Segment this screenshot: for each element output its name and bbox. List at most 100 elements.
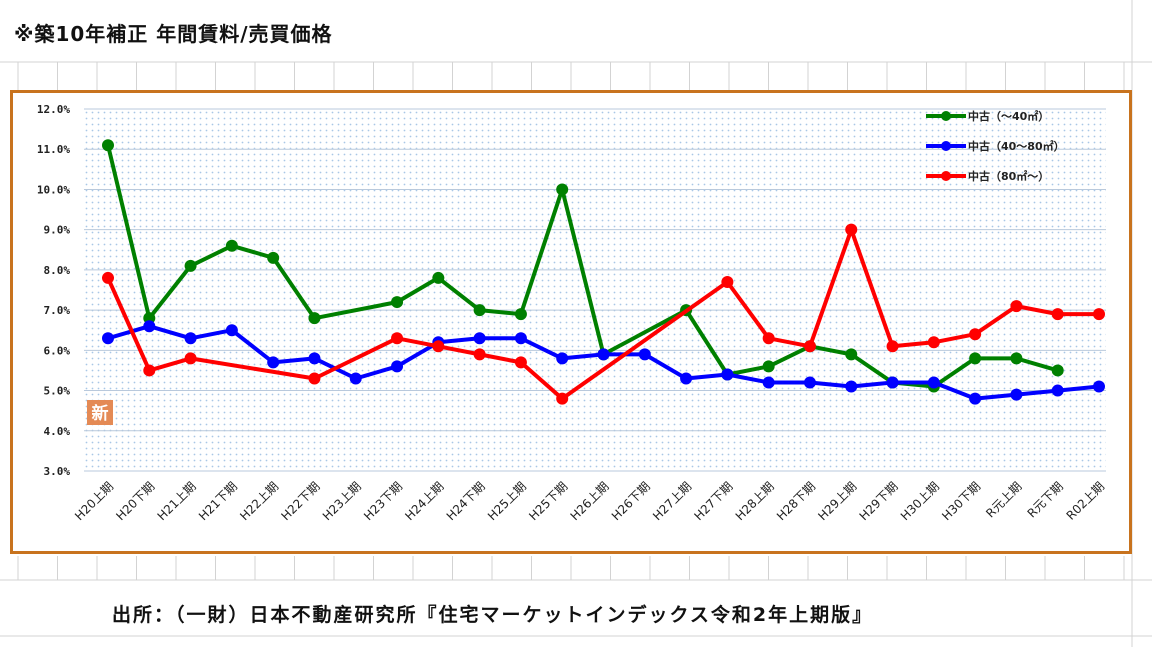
y-axis-ticks: 3.0% 4.0% 5.0% 6.0% 7.0% 8.0% 9.0% 10.0% 11.0% 12…	[37, 103, 70, 478]
data-point	[927, 336, 940, 349]
series-layer	[102, 139, 1105, 405]
x-tick-label: H21下期	[196, 479, 240, 523]
data-point	[473, 332, 486, 345]
x-tick-label: H28下期	[774, 479, 818, 523]
line-chart: 3.0% 4.0% 5.0% 6.0% 7.0% 8.0% 9.0% 10.0% 11.0% 12…	[37, 103, 1107, 523]
data-point	[1093, 380, 1105, 393]
x-tick-label: H28上期	[733, 479, 777, 523]
page-title: ※築10年補正 年間賃料/売買価格	[14, 22, 333, 46]
legend-label: 中古（40～80㎡）	[968, 139, 1065, 153]
data-point	[514, 308, 527, 321]
data-point	[1051, 384, 1064, 397]
data-point	[886, 376, 899, 389]
x-tick-label: H29上期	[815, 479, 859, 523]
data-point	[349, 372, 362, 385]
x-tick-label: H23上期	[320, 479, 364, 523]
x-axis-ticks: H20上期H20下期H21上期H21下期H22上期H22下期H23上期H23下期…	[72, 479, 1107, 523]
data-point	[267, 251, 280, 264]
chart-frame: 3.0% 4.0% 5.0% 6.0% 7.0% 8.0% 9.0% 10.0% 11.0% 12…	[10, 90, 1132, 554]
data-point	[308, 312, 321, 325]
data-point	[1010, 352, 1023, 365]
x-tick-label: R元下期	[1025, 479, 1066, 520]
data-point	[1010, 388, 1023, 401]
x-tick-label: H25下期	[526, 479, 570, 523]
data-point	[1010, 300, 1023, 313]
data-point	[102, 271, 114, 284]
legend-marker	[941, 171, 951, 181]
data-point	[225, 324, 238, 337]
data-point	[391, 296, 404, 309]
y-tick-label: 6.0%	[44, 344, 71, 357]
y-tick-label: 12.0%	[37, 103, 70, 116]
source-note: 出所：（一財）日本不動産研究所『住宅マーケットインデックス令和2年上期版』	[112, 604, 874, 626]
data-point	[184, 332, 197, 345]
x-tick-label: H20上期	[72, 479, 116, 523]
data-point	[969, 328, 982, 341]
data-point	[556, 352, 569, 365]
data-point	[391, 360, 404, 373]
data-point	[184, 259, 197, 272]
x-tick-label: H24上期	[402, 479, 446, 523]
x-tick-label: H30下期	[939, 479, 983, 523]
data-point	[762, 332, 775, 345]
data-point	[845, 348, 858, 361]
legend-label: 中古（～40㎡）	[968, 109, 1049, 123]
data-point	[102, 139, 114, 152]
data-point	[845, 380, 858, 393]
x-tick-label: H24下期	[444, 479, 488, 523]
data-point	[143, 364, 156, 377]
data-point	[803, 340, 816, 353]
data-point	[597, 348, 610, 361]
x-tick-label: H27下期	[691, 479, 735, 523]
new-badge-text: 新	[92, 403, 109, 424]
x-tick-label: H27上期	[650, 479, 694, 523]
x-tick-label: H22下期	[279, 479, 323, 523]
data-point	[184, 352, 197, 365]
data-point	[391, 332, 404, 345]
y-tick-label: 7.0%	[44, 304, 71, 317]
x-tick-label: H26上期	[568, 479, 612, 523]
x-tick-label: H26下期	[609, 479, 653, 523]
data-point	[886, 340, 899, 353]
legend-marker	[941, 141, 951, 151]
data-point	[803, 376, 816, 389]
data-point	[1051, 364, 1064, 377]
data-point	[1051, 308, 1064, 321]
data-point	[556, 392, 569, 405]
data-point	[225, 239, 238, 252]
data-point	[721, 368, 734, 381]
x-tick-label: H22上期	[237, 479, 281, 523]
x-tick-label: H21上期	[155, 479, 199, 523]
legend-label: 中古（80㎡～）	[968, 169, 1049, 183]
data-point	[721, 275, 734, 288]
data-point	[556, 183, 569, 196]
x-tick-label: H20下期	[113, 479, 157, 523]
data-point	[473, 348, 486, 361]
x-tick-label: H23下期	[361, 479, 405, 523]
y-tick-label: 9.0%	[44, 224, 71, 237]
data-point	[267, 356, 280, 369]
data-point	[308, 372, 321, 385]
data-point	[680, 372, 693, 385]
data-point	[969, 352, 982, 365]
data-point	[514, 332, 527, 345]
new-badge: 新	[87, 400, 113, 425]
y-tick-label: 10.0%	[37, 183, 70, 196]
data-point	[969, 392, 982, 405]
data-point	[845, 223, 858, 236]
data-point	[638, 348, 651, 361]
data-point	[762, 360, 775, 373]
y-tick-label: 4.0%	[44, 425, 71, 438]
x-tick-label: H30上期	[898, 479, 942, 523]
x-tick-label: H29下期	[857, 479, 901, 523]
x-tick-label: R02上期	[1064, 479, 1108, 523]
data-point	[102, 332, 114, 345]
y-tick-label: 8.0%	[44, 264, 71, 277]
data-point	[473, 304, 486, 317]
data-point	[514, 356, 527, 369]
x-tick-label: H25上期	[485, 479, 529, 523]
data-point	[432, 271, 445, 284]
data-point	[762, 376, 775, 389]
y-tick-label: 5.0%	[44, 385, 71, 398]
data-point	[143, 320, 156, 333]
